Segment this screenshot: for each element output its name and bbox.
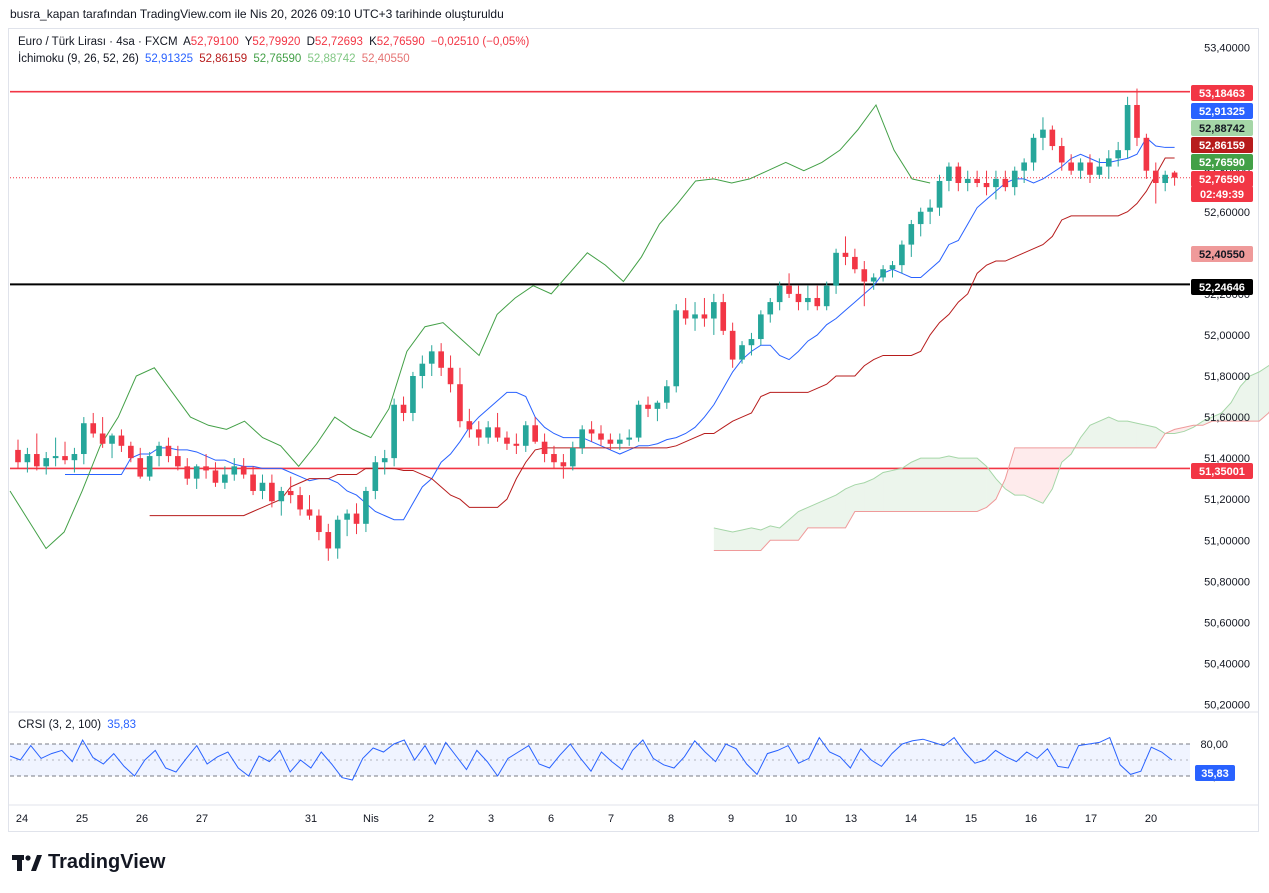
crsi-legend-value: 35,83 — [107, 719, 137, 731]
ichimoku-span-a-value: 52,88742 — [307, 53, 356, 65]
ichimoku-label[interactable]: İchimoku (9, 26, 52, 26) — [18, 53, 139, 65]
symbol-name[interactable]: Euro / Türk Lirası · 4sa · FXCM — [18, 36, 178, 48]
crsi-legend: CRSI (3, 2, 100) 35,83 — [18, 719, 139, 731]
ichimoku-chikou-value: 52,76590 — [253, 53, 302, 65]
low-label: D — [306, 36, 315, 48]
chart-frame — [8, 28, 1259, 832]
close-label: K — [369, 36, 377, 48]
ichimoku-legend: İchimoku (9, 26, 52, 26) 52,91325 52,861… — [18, 53, 413, 65]
high-value: 52,79920 — [252, 36, 301, 48]
ichimoku-kijun-value: 52,86159 — [199, 53, 248, 65]
open-value: 52,79100 — [190, 36, 239, 48]
tradingview-logo[interactable]: TradingView — [12, 851, 165, 874]
ichimoku-tenkan-value: 52,91325 — [145, 53, 193, 65]
ichimoku-span-b-value: 52,40550 — [361, 53, 410, 65]
attribution: busra_kapan tarafından TradingView.com i… — [10, 7, 504, 21]
close-value: 52,76590 — [376, 36, 425, 48]
symbol-legend: Euro / Türk Lirası · 4sa · FXCM A52,7910… — [18, 36, 532, 48]
change-value: −0,02510 (−0,05%) — [430, 36, 530, 48]
tradingview-wordmark: TradingView — [48, 851, 166, 873]
high-label: Y — [244, 36, 253, 48]
open-label: A — [183, 36, 191, 48]
crsi-label[interactable]: CRSI (3, 2, 100) — [18, 719, 102, 731]
low-value: 52,72693 — [314, 36, 363, 48]
tradingview-logo-icon — [12, 854, 42, 871]
cloud-segment — [1259, 365, 1269, 422]
